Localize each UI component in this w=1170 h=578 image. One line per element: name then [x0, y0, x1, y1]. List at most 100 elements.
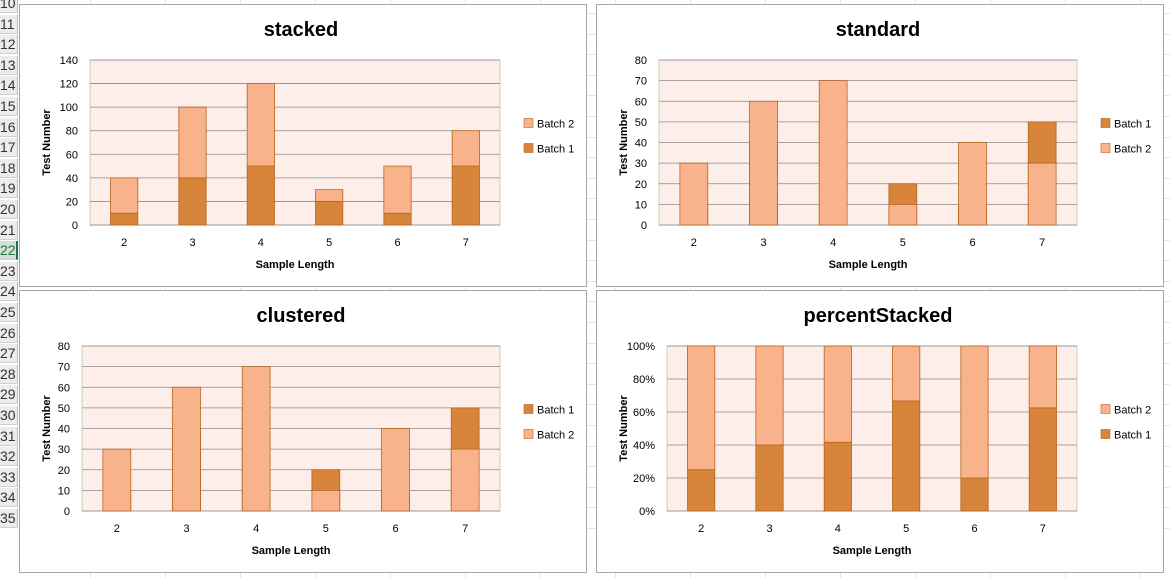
bar-batch-2: [246, 83, 275, 167]
column-gridline: [465, 0, 466, 578]
x-tick-label: 7: [1039, 237, 1045, 249]
bar-batch-2: [818, 80, 848, 226]
x-tick-label: 6: [969, 237, 975, 249]
bar-batch-2: [172, 386, 201, 512]
x-tick-label: 2: [691, 237, 697, 249]
bar-batch-2: [315, 189, 344, 202]
bar-batch-2: [823, 345, 852, 443]
row-header-33[interactable]: 33: [0, 467, 18, 487]
bar-batch-2: [1028, 345, 1057, 409]
row-header-29[interactable]: 29: [0, 385, 18, 405]
y-tick-label: 0: [64, 506, 70, 518]
legend-swatch: [523, 118, 534, 128]
x-tick-label: 5: [903, 523, 909, 535]
y-tick-label: 40: [66, 173, 78, 185]
y-tick-label: 80%: [633, 374, 655, 386]
row-gridline: [18, 528, 1170, 529]
row-header-11[interactable]: 11: [0, 14, 18, 34]
legend-label: Batch 2: [1114, 405, 1151, 417]
column-gridline: [165, 0, 166, 578]
row-header-35[interactable]: 35: [0, 509, 18, 528]
y-tick-label: 60: [58, 382, 70, 394]
plot-area: [666, 345, 1078, 512]
y-tick-label: 50: [58, 403, 70, 415]
bar-batch-1: [315, 201, 344, 226]
row-header-22[interactable]: 22: [0, 241, 18, 261]
row-header-15[interactable]: 15: [0, 97, 18, 116]
chart-svg: clustered 0 10 20 30 40 50 60 70 80 Test Number Sam…: [41, 305, 574, 557]
row-header-21[interactable]: 21: [0, 220, 18, 240]
legend-label: Batch 2: [1114, 144, 1151, 156]
row-header-34[interactable]: 34: [0, 488, 18, 508]
column-gridline: [915, 0, 916, 578]
y-tick-label: 60: [635, 96, 647, 108]
y-axis-label: Test Number: [41, 109, 53, 176]
x-tick-label: 2: [698, 523, 704, 535]
row-gridline: [18, 13, 1170, 14]
row-header-13[interactable]: 13: [0, 55, 18, 75]
row-header-27[interactable]: 27: [0, 344, 18, 364]
x-tick-label: 4: [258, 237, 264, 249]
y-tick-label: 60: [66, 149, 78, 161]
x-tick-label: 5: [900, 237, 906, 249]
chart-svg: percentStacked 0% 20% 40% 60% 80% 100% Test Num…: [618, 305, 1151, 557]
column-gridline: [840, 0, 841, 578]
row-header-25[interactable]: 25: [0, 303, 18, 322]
y-tick-label: 10: [58, 485, 70, 497]
legend-swatch: [523, 143, 534, 153]
y-tick-label: 140: [60, 55, 78, 67]
row-header-23[interactable]: 23: [0, 261, 18, 281]
x-tick-label: 2: [114, 523, 120, 535]
y-axis-label: Test Number: [618, 109, 630, 176]
y-tick-label: 30: [635, 158, 647, 170]
column-gridline: [615, 0, 616, 578]
chart-svg: stacked 0 20 40 60 80 100 120 140 Test Number Samp…: [41, 19, 574, 271]
x-axis-label: Sample Length: [256, 259, 335, 271]
row-gridline: [18, 33, 1170, 35]
row-header-20[interactable]: 20: [0, 200, 18, 219]
chart-percent-stacked[interactable]: percentStacked 0% 20% 40% 60% 80% 100% Test Num…: [596, 290, 1164, 573]
x-tick-label: 3: [183, 523, 189, 535]
column-gridline: [390, 0, 391, 578]
bar-batch-1: [687, 469, 716, 512]
column-gridline: [1065, 0, 1066, 578]
y-tick-label: 80: [58, 341, 70, 353]
y-tick-label: 0: [641, 220, 647, 232]
row-header-17[interactable]: 17: [0, 138, 18, 158]
row-header-12[interactable]: 12: [0, 35, 18, 55]
x-tick-label: 4: [835, 523, 841, 535]
chart-clustered[interactable]: clustered 0 10 20 30 40 50 60 70 80 Test Number Sam…: [19, 290, 587, 573]
chart-standard[interactable]: standard 0 10 20 30 40 50 60 70 80 Test Number Samp…: [596, 4, 1164, 287]
x-tick-label: 7: [462, 523, 468, 535]
bar-batch-1: [246, 165, 275, 226]
y-tick-label: 40: [58, 424, 70, 436]
row-header-32[interactable]: 32: [0, 447, 18, 467]
row-header-18[interactable]: 18: [0, 158, 18, 178]
row-header-31[interactable]: 31: [0, 426, 18, 446]
bar-batch-1: [892, 400, 921, 512]
row-header-16[interactable]: 16: [0, 117, 18, 137]
y-tick-label: 20: [635, 179, 647, 191]
row-gridline: [18, 136, 1170, 138]
row-header-24[interactable]: 24: [0, 282, 18, 302]
row-gridline: [18, 404, 1170, 406]
x-tick-label: 4: [253, 523, 259, 535]
legend-swatch: [1100, 404, 1111, 414]
row-header-10[interactable]: 10: [0, 0, 18, 13]
row-gridline: [18, 260, 1170, 262]
y-tick-label: 40: [635, 138, 647, 150]
y-axis-label: Test Number: [618, 395, 630, 462]
row-header-30[interactable]: 30: [0, 406, 18, 425]
x-tick-label: 4: [830, 237, 836, 249]
bar-batch-2: [888, 203, 918, 226]
chart-title: stacked: [264, 19, 339, 41]
row-header-19[interactable]: 19: [0, 179, 18, 199]
y-tick-label: 30: [58, 444, 70, 456]
row-header-26[interactable]: 26: [0, 323, 18, 343]
chart-stacked[interactable]: stacked 0 20 40 60 80 100 120 140 Test Number Samp…: [19, 4, 587, 287]
y-tick-label: 10: [635, 199, 647, 211]
row-header-28[interactable]: 28: [0, 364, 18, 384]
row-header-14[interactable]: 14: [0, 76, 18, 96]
row-gridline: [18, 219, 1170, 220]
column-gridline: [90, 0, 91, 578]
